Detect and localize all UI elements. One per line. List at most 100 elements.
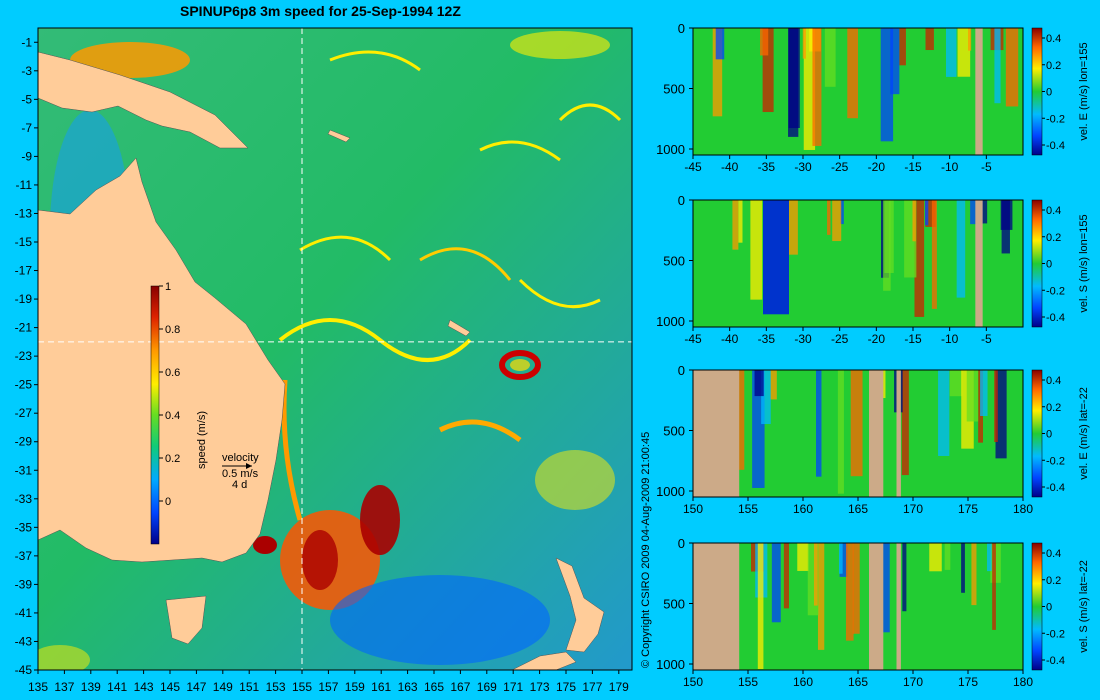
speed-colorbar-tick-label: 0.4 — [165, 410, 180, 422]
section-ylabel: vel. S (m/s) lon=155 — [1078, 214, 1090, 312]
map-y-tick-label: -35 — [15, 520, 33, 534]
section-x-tick-label: -5 — [981, 160, 992, 174]
section-band — [890, 28, 900, 95]
section-colorbar-tick-label: 0 — [1046, 602, 1052, 614]
map-x-tick-label: 161 — [371, 680, 391, 694]
australia — [38, 157, 286, 563]
velocity-key-time: 4 d — [232, 479, 247, 491]
speed-colorbar-label: speed (m/s) — [196, 411, 208, 469]
section-y-tick-label: 1000 — [656, 657, 685, 672]
section-colorbar-tick-label: 0 — [1046, 259, 1052, 271]
section-band — [715, 28, 725, 60]
section-colorbar-tick-label: -0.4 — [1046, 655, 1065, 667]
section-band — [882, 370, 886, 399]
section-band — [839, 543, 843, 574]
section-colorbar — [1031, 542, 1043, 671]
map-frame — [37, 27, 633, 671]
section-land — [975, 200, 983, 327]
section-colorbar-tick-label: 0.4 — [1046, 205, 1061, 217]
section-colorbar-tick-label: -0.2 — [1046, 113, 1065, 125]
solomon-islands — [327, 129, 351, 143]
section-band — [944, 543, 951, 570]
map-y-tick-label: -11 — [16, 178, 33, 192]
map-x-tick-label: 159 — [345, 680, 365, 694]
map-x-tick-label: 137 — [54, 680, 74, 694]
speed-colorbar-ticks: 0 0.2 0.4 0.6 0.8 1 — [159, 281, 180, 508]
section-band — [761, 370, 771, 425]
section-band — [757, 543, 764, 670]
section-x-tick-label: 155 — [738, 675, 758, 689]
section-x-tick-label: -40 — [721, 332, 739, 346]
map-x-tick-label: 163 — [398, 680, 418, 694]
section-x-tick-label: -20 — [868, 332, 886, 346]
section-band — [957, 28, 971, 77]
map-y-tick-label: -23 — [15, 349, 33, 363]
section-band — [925, 200, 929, 226]
speed-colorbar-tick-label: 0.2 — [165, 453, 180, 465]
section-band — [788, 28, 800, 129]
section-y-tick-label: 500 — [663, 82, 685, 97]
section-colorbar-tick-label: 0.2 — [1046, 232, 1061, 244]
section-field — [693, 28, 1023, 155]
speed-colorbar: 0 0.2 0.4 0.6 0.8 1 speed (m/s) — [150, 281, 208, 545]
map-x-tick-label: 143 — [134, 680, 154, 694]
section-band — [827, 200, 831, 235]
section-colorbar-tick-label: -0.2 — [1046, 455, 1065, 467]
map-x-tick-label: 173 — [530, 680, 550, 694]
section-colorbar-tick-label: -0.4 — [1046, 312, 1065, 324]
section-band — [760, 28, 769, 56]
section-band — [956, 200, 966, 298]
section-x-tick-label: 165 — [848, 675, 868, 689]
section-x-tick-label: 155 — [738, 502, 758, 516]
map-x-tick-label: 147 — [186, 680, 206, 694]
section-band — [995, 370, 1007, 459]
section-x-tick-label: 180 — [1013, 675, 1033, 689]
section-colorbar-tick-label: 0.2 — [1046, 402, 1061, 414]
velocity-key-arrowhead — [246, 463, 252, 469]
section-band — [994, 370, 998, 442]
section-band — [912, 200, 916, 242]
section-ylabel: vel. E (m/s) lat=-22 — [1078, 387, 1090, 480]
section-band — [994, 28, 1001, 104]
section-band — [931, 200, 937, 309]
section-band — [832, 200, 842, 242]
section-x-tick-label: -40 — [721, 160, 739, 174]
section-x-tick-label: -25 — [831, 160, 849, 174]
section-band — [803, 28, 816, 150]
section-y-tick-label: 1000 — [656, 142, 685, 157]
section-band — [762, 28, 774, 113]
section-x-tick-label: -15 — [904, 332, 922, 346]
section-colorbar-tick-label: -0.4 — [1046, 140, 1065, 152]
map-y-tick-label: -5 — [21, 92, 32, 106]
new-guinea — [38, 51, 249, 149]
section-x-tick-label: -5 — [981, 332, 992, 346]
velocity-key-title: velocity — [222, 452, 259, 464]
map-y-tick-label: -45 — [15, 663, 33, 677]
section-colorbar-tick-label: -0.4 — [1046, 482, 1065, 494]
section-x-tick-label: 170 — [903, 502, 923, 516]
speed-colorbar-tick-label: 1 — [165, 281, 171, 293]
section-band — [1005, 28, 1019, 107]
map-y-tick-label: -41 — [15, 606, 33, 620]
section-land — [693, 370, 740, 497]
map-x-tick-label: 149 — [213, 680, 233, 694]
section-band — [824, 28, 836, 87]
section-band — [763, 200, 789, 315]
section-y-tick-label: 500 — [663, 424, 685, 439]
map-x-tick-label: 167 — [450, 680, 470, 694]
section-band — [901, 370, 909, 476]
section-colorbar-tick-label: -0.2 — [1046, 628, 1065, 640]
section-band — [840, 200, 844, 225]
map-y-tick-label: -33 — [15, 492, 33, 506]
section-colorbar-tick-label: 0.4 — [1046, 375, 1061, 387]
section-band — [754, 370, 764, 397]
section-band — [980, 370, 988, 417]
speed-colorbar-tick-label: 0.8 — [165, 324, 180, 336]
section-band — [712, 28, 723, 117]
section-panel-3: 150 155 160 165 170 175 180 0 500 1000 0.4 0.2 0 -0.2… — [656, 363, 1090, 516]
section-x-tick-label: -35 — [758, 332, 776, 346]
section-x-tick-label: -10 — [941, 160, 959, 174]
map-x-tick-label: 141 — [107, 680, 127, 694]
map-x-tick-label: 151 — [239, 680, 259, 694]
section-colorbar-tick-label: 0 — [1046, 429, 1052, 441]
